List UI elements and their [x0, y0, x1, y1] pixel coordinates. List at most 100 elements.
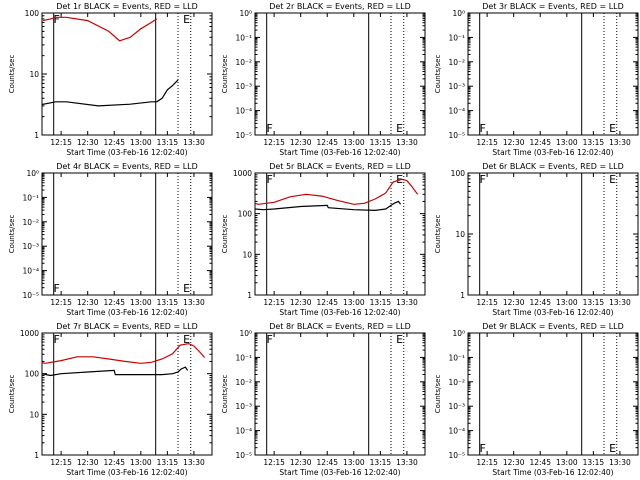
y-tick-label: 1000: [20, 329, 39, 338]
x-tick-label: 13:15: [157, 138, 179, 147]
x-tick-label: 13:15: [583, 138, 605, 147]
y-axis-label: Counts/sec: [8, 375, 16, 414]
y-tick-label: 10⁰: [452, 329, 465, 338]
y-tick-label: 10: [455, 230, 465, 239]
y-tick-label: 10⁻²: [448, 58, 465, 67]
plot-frame: [254, 332, 426, 456]
event-marker: E: [396, 333, 403, 346]
x-tick-label: 12:15: [50, 458, 72, 467]
x-tick-label: 13:30: [396, 298, 418, 307]
y-tick-label: 1: [247, 291, 252, 300]
y-tick-label: 10⁻⁴: [448, 427, 465, 436]
y-axis-label: Counts/sec: [434, 55, 442, 94]
x-tick-label: 12:45: [316, 458, 338, 467]
x-tick-label: 12:15: [263, 458, 285, 467]
event-marker: E: [183, 333, 190, 346]
event-marker: E: [183, 13, 190, 26]
y-tick-label: 10⁻²: [235, 378, 252, 387]
series-line: [255, 200, 402, 212]
panel-title: Det 5r BLACK = Events, RED = LLD: [269, 162, 411, 171]
event-marker: E: [609, 442, 616, 455]
x-tick-label: 13:30: [183, 458, 205, 467]
y-tick-label: 1000: [233, 169, 252, 178]
x-tick-label: 13:00: [130, 298, 152, 307]
y-tick-label: 10⁻¹: [448, 33, 465, 42]
y-tick-label: 10⁻⁴: [22, 267, 39, 276]
y-tick-label: 10⁻⁵: [448, 451, 465, 460]
series-line: [42, 79, 179, 107]
x-tick-label: 12:45: [529, 458, 551, 467]
panel-title: Det 3r BLACK = Events, RED = LLD: [482, 2, 624, 11]
y-tick-label: 10: [29, 70, 39, 79]
y-tick-label: 10⁻²: [22, 218, 39, 227]
plot-frame: [41, 172, 213, 296]
event-marker: F: [267, 173, 273, 186]
x-tick-label: 13:00: [343, 458, 365, 467]
y-tick-label: 1: [460, 291, 465, 300]
x-axis-label: Start Time (03-Feb-16 12:02:40): [279, 468, 400, 477]
y-tick-label: 10⁻⁴: [235, 107, 252, 116]
panel-title: Det 4r BLACK = Events, RED = LLD: [56, 162, 198, 171]
plot-frame: [254, 172, 426, 296]
x-axis-label: Start Time (03-Feb-16 12:02:40): [66, 148, 187, 157]
x-tick-label: 12:30: [290, 458, 312, 467]
event-marker: F: [267, 122, 273, 135]
x-tick-label: 12:15: [476, 458, 498, 467]
event-marker: F: [54, 282, 60, 295]
y-tick-label: 10⁰: [452, 9, 465, 18]
x-tick-label: 12:15: [50, 138, 72, 147]
plot-frame: [467, 172, 639, 296]
plot-frame: [467, 12, 639, 136]
x-axis-label: Start Time (03-Feb-16 12:02:40): [279, 308, 400, 317]
y-tick-label: 10⁻³: [235, 82, 252, 91]
x-tick-label: 12:15: [50, 298, 72, 307]
y-tick-label: 10⁻³: [448, 402, 465, 411]
y-axis-label: Counts/sec: [434, 215, 442, 254]
plot-frame: [467, 332, 639, 456]
x-tick-label: 12:45: [103, 298, 125, 307]
detector-panel: Det 4r BLACK = Events, RED = LLD Counts/s…: [8, 162, 213, 317]
x-tick-label: 13:00: [130, 138, 152, 147]
x-tick-label: 13:15: [157, 458, 179, 467]
x-tick-label: 13:00: [343, 138, 365, 147]
y-tick-label: 100: [25, 370, 40, 379]
x-tick-label: 13:00: [343, 298, 365, 307]
x-axis-label: Start Time (03-Feb-16 12:02:40): [66, 468, 187, 477]
y-axis-label: Counts/sec: [221, 215, 229, 254]
detector-panel: Det 5r BLACK = Events, RED = LLD Counts/s…: [221, 162, 426, 317]
event-marker: F: [480, 442, 486, 455]
x-tick-label: 13:30: [183, 138, 205, 147]
y-axis-label: Counts/sec: [221, 375, 229, 414]
y-tick-label: 10⁻²: [235, 58, 252, 67]
x-tick-label: 13:15: [583, 458, 605, 467]
y-tick-label: 10⁻¹: [235, 353, 252, 362]
y-tick-label: 100: [451, 169, 466, 178]
y-tick-label: 100: [238, 210, 253, 219]
y-tick-label: 10⁰: [26, 169, 39, 178]
x-tick-label: 13:15: [370, 298, 392, 307]
x-tick-label: 12:30: [503, 458, 525, 467]
x-axis-label: Start Time (03-Feb-16 12:02:40): [492, 308, 613, 317]
x-tick-label: 13:30: [396, 458, 418, 467]
event-marker: E: [183, 282, 190, 295]
y-tick-label: 1: [34, 131, 39, 140]
y-tick-label: 10⁻⁴: [235, 427, 252, 436]
detector-panel: Det 6r BLACK = Events, RED = LLD Counts/s…: [434, 162, 639, 317]
y-axis-label: Counts/sec: [434, 375, 442, 414]
detector-panel: Det 3r BLACK = Events, RED = LLD Counts/s…: [434, 2, 639, 157]
panel-title: Det 2r BLACK = Events, RED = LLD: [269, 2, 411, 11]
series-line: [42, 342, 206, 364]
x-tick-label: 12:15: [263, 138, 285, 147]
y-tick-label: 10: [242, 250, 252, 259]
x-tick-label: 13:00: [130, 458, 152, 467]
x-tick-label: 12:30: [290, 298, 312, 307]
y-tick-label: 10⁻⁵: [235, 131, 252, 140]
y-tick-label: 10⁻³: [448, 82, 465, 91]
x-tick-label: 13:30: [183, 298, 205, 307]
y-tick-label: 10⁻¹: [235, 33, 252, 42]
x-tick-label: 12:45: [103, 138, 125, 147]
y-tick-label: 10⁻⁵: [22, 291, 39, 300]
x-tick-label: 13:15: [157, 298, 179, 307]
x-axis-label: Start Time (03-Feb-16 12:02:40): [492, 148, 613, 157]
